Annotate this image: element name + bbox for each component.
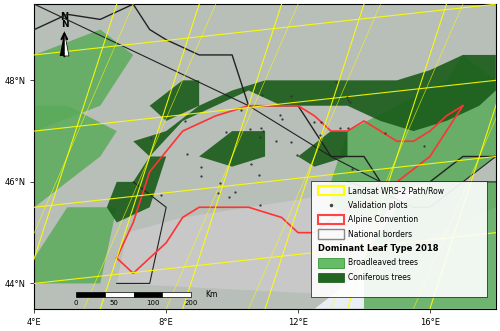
Polygon shape [150,80,199,121]
Point [256,203,264,208]
Point [182,118,190,123]
Polygon shape [34,207,116,283]
Text: Landsat WRS-2 Path/Row: Landsat WRS-2 Path/Row [348,186,444,195]
Polygon shape [331,55,496,222]
Point [257,125,265,130]
Bar [134,292,162,297]
Point [346,100,354,105]
Text: 100: 100 [146,300,160,306]
Text: National borders: National borders [348,229,412,239]
Point [196,164,204,169]
Point [287,93,295,99]
Point [147,135,155,141]
Point [344,125,352,131]
Point [260,128,268,133]
Point [342,95,350,100]
Polygon shape [60,31,64,56]
Point [394,184,402,190]
Point [197,174,205,179]
Text: Broadleaved trees: Broadleaved trees [348,259,418,267]
Text: 0: 0 [74,300,78,306]
Bar [318,186,344,195]
Text: Validation plots: Validation plots [348,201,408,210]
Polygon shape [199,131,265,166]
Text: Coniferous trees: Coniferous trees [348,273,411,282]
Point [225,194,233,199]
Point [248,161,256,166]
Point [336,125,344,131]
Bar [311,181,486,297]
Point [420,143,428,149]
Polygon shape [364,182,496,309]
Bar [318,258,344,268]
Point [278,116,286,121]
Bar [162,292,191,297]
Point [184,152,192,157]
Text: N: N [60,13,68,23]
Point [214,190,222,195]
Point [316,132,324,137]
Text: Km: Km [205,290,218,299]
Point [318,119,326,125]
Point [216,180,224,185]
Point [344,98,351,103]
Text: 50: 50 [110,300,119,306]
Bar [318,215,344,224]
Polygon shape [107,157,166,222]
Point [348,166,356,171]
Point [231,189,239,195]
Point [276,113,283,118]
Point [236,108,244,113]
Polygon shape [34,29,133,131]
Bar [76,292,104,297]
Point [258,92,266,98]
Bar [104,292,134,297]
Point [332,79,340,85]
Polygon shape [64,31,69,56]
Point [272,139,280,144]
Bar [318,273,344,282]
Bar [318,229,344,239]
Polygon shape [34,106,116,207]
Text: Dominant Leaf Type 2018: Dominant Leaf Type 2018 [318,244,438,253]
Polygon shape [116,192,370,294]
Point [293,152,301,157]
Polygon shape [298,131,348,166]
Point [256,134,264,139]
Text: N: N [61,20,68,28]
Text: Alpine Convention: Alpine Convention [348,215,418,224]
Point [381,130,389,135]
Point [156,192,164,198]
Text: 200: 200 [184,300,198,306]
Point [410,185,418,190]
Point [222,129,230,134]
Point [246,127,254,132]
Polygon shape [314,207,496,309]
Point [254,173,262,178]
Point [310,119,318,124]
Point [287,140,295,145]
Polygon shape [133,55,496,157]
